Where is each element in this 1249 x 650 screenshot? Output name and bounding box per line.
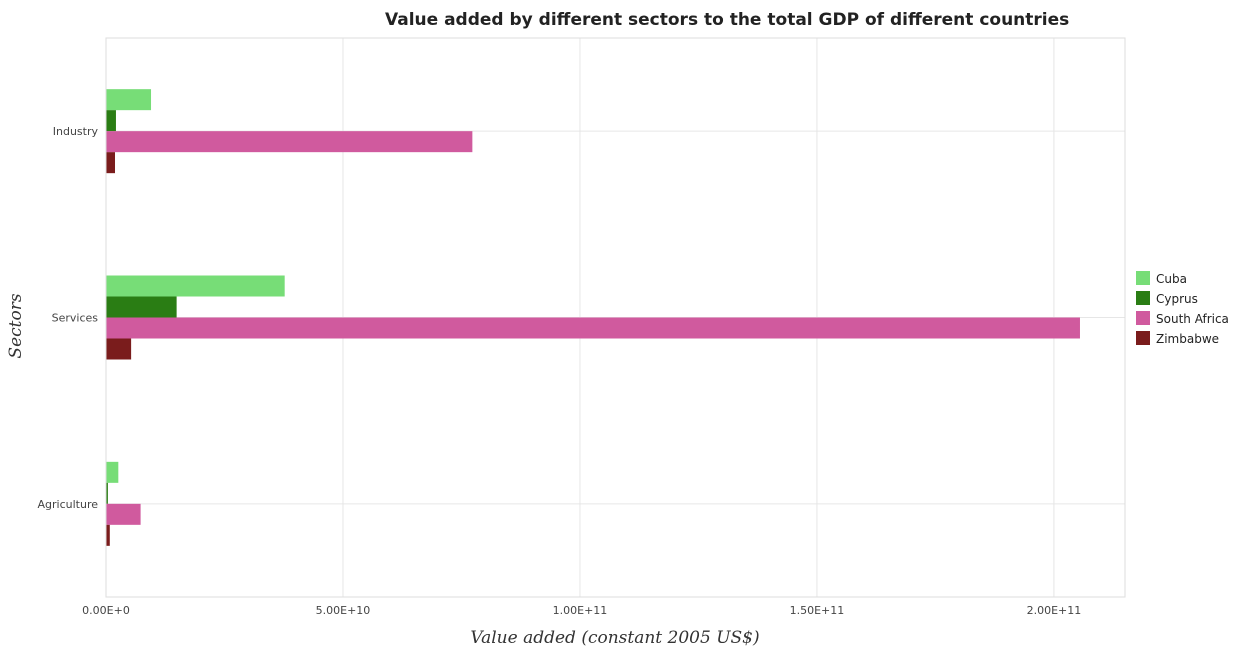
x-axis-label: Value added (constant 2005 US$) bbox=[470, 628, 759, 648]
bar-cyprus-industry bbox=[106, 110, 116, 132]
bars bbox=[106, 89, 1080, 546]
bar-cuba-agriculture bbox=[106, 461, 119, 483]
y-tick-labels: Industry Services Agriculture bbox=[38, 125, 99, 511]
bar-zimbabwe-industry bbox=[106, 152, 116, 174]
x-tick-label: 0.00E+0 bbox=[82, 604, 130, 617]
x-tick-label: 1.50E+11 bbox=[790, 604, 845, 617]
bar-cyprus-services bbox=[106, 296, 177, 318]
legend-swatch bbox=[1136, 291, 1150, 305]
y-axis-label: Sectors bbox=[6, 293, 26, 358]
legend-swatch bbox=[1136, 331, 1150, 345]
plot-frame bbox=[105, 37, 1126, 598]
bar-south-africa-industry bbox=[106, 131, 473, 153]
bar-cuba-services bbox=[106, 275, 285, 297]
legend-label: South Africa bbox=[1156, 312, 1229, 326]
chart-title: Value added by different sectors to the … bbox=[385, 10, 1069, 30]
legend: Cuba Cyprus South Africa Zimbabwe bbox=[1136, 271, 1229, 346]
y-tick-label: Industry bbox=[53, 125, 99, 138]
x-tick-label: 2.00E+11 bbox=[1027, 604, 1082, 617]
x-tick-label: 1.00E+11 bbox=[553, 604, 608, 617]
bar-cyprus-agriculture bbox=[106, 482, 108, 504]
legend-label: Zimbabwe bbox=[1156, 332, 1219, 346]
x-tick-labels: 0.00E+0 5.00E+10 1.00E+11 1.50E+11 2.00E+11 bbox=[82, 604, 1081, 617]
bar-south-africa-agriculture bbox=[106, 503, 141, 525]
bar-cuba-industry bbox=[106, 89, 152, 111]
legend-label: Cyprus bbox=[1156, 292, 1198, 306]
legend-swatch bbox=[1136, 271, 1150, 285]
legend-swatch bbox=[1136, 311, 1150, 325]
y-tick-label: Agriculture bbox=[38, 498, 99, 511]
x-tick-label: 5.00E+10 bbox=[316, 604, 371, 617]
bar-zimbabwe-services bbox=[106, 338, 132, 360]
bar-zimbabwe-agriculture bbox=[106, 524, 110, 546]
y-tick-label: Services bbox=[52, 312, 99, 325]
legend-label: Cuba bbox=[1156, 272, 1187, 286]
bar-south-africa-services bbox=[106, 317, 1080, 339]
